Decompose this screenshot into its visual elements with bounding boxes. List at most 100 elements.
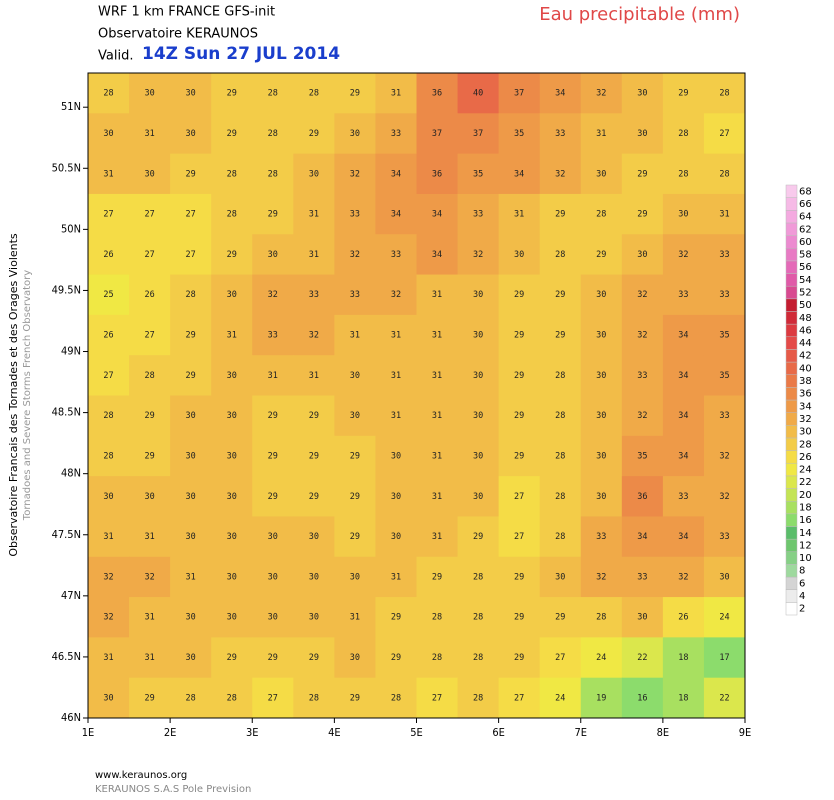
field-cell <box>211 476 253 517</box>
field-cell <box>88 113 130 155</box>
cell-value: 28 <box>473 693 483 703</box>
colorbar-swatch <box>785 260 798 274</box>
cell-value: 35 <box>637 451 647 461</box>
colorbar-swatch <box>785 222 798 236</box>
cell-value: 30 <box>186 451 196 461</box>
colorbar-swatch <box>785 323 798 338</box>
field-cell <box>88 274 130 316</box>
cell-value: 32 <box>103 613 113 623</box>
field-cell <box>539 73 582 114</box>
cell-value: 28 <box>186 693 196 703</box>
field-cell <box>539 153 582 195</box>
field-cell <box>170 73 212 114</box>
cell-value: 33 <box>350 290 360 300</box>
field-cell <box>375 193 417 235</box>
field-cell <box>539 113 582 155</box>
field-cell <box>334 395 376 437</box>
field-cell <box>170 516 212 558</box>
cell-value: 33 <box>555 129 565 139</box>
field-cell <box>457 274 500 316</box>
field-cell <box>539 556 582 598</box>
cell-value: 29 <box>268 411 278 421</box>
cell-value: 28 <box>596 613 606 623</box>
colorbar-swatch <box>785 576 798 590</box>
cell-value: 18 <box>678 653 688 663</box>
y-tick-label: 46N <box>61 711 81 724</box>
colorbar-label: 62 <box>799 224 812 235</box>
field-cell <box>293 597 335 638</box>
cell-value: 29 <box>268 653 278 663</box>
cell-value: 32 <box>719 492 729 502</box>
colorbar-label: 60 <box>799 237 812 248</box>
field-cell <box>293 355 335 396</box>
field-cell <box>703 516 746 558</box>
field-cell <box>334 435 376 477</box>
field-cell <box>621 113 664 155</box>
cell-value: 29 <box>637 210 647 220</box>
cell-value: 27 <box>144 331 154 341</box>
cell-value: 33 <box>391 129 401 139</box>
cell-value: 30 <box>144 492 154 502</box>
cell-value: 28 <box>227 210 237 220</box>
cell-value: 30 <box>227 492 237 502</box>
field-cell <box>252 435 294 477</box>
cell-value: 40 <box>473 89 483 99</box>
cell-value: 31 <box>432 451 442 461</box>
field-cell <box>334 234 376 276</box>
field-cell <box>539 234 582 276</box>
cell-value: 29 <box>309 411 319 421</box>
cell-value: 34 <box>678 411 688 421</box>
field-cell <box>580 395 623 437</box>
cell-value: 32 <box>350 169 360 179</box>
field-cell <box>457 113 500 155</box>
field-cell <box>580 153 623 195</box>
field-cell <box>293 314 335 356</box>
field-cell <box>375 597 417 638</box>
cell-value: 30 <box>596 371 606 381</box>
colorbar-label: 8 <box>799 566 805 577</box>
field-cell <box>621 516 664 558</box>
field-cell <box>621 476 664 517</box>
cell-value: 37 <box>514 89 524 99</box>
field-cell <box>457 435 500 477</box>
cell-value: 28 <box>103 411 113 421</box>
field-cell <box>88 637 130 679</box>
colorbar-label: 56 <box>799 262 812 273</box>
cell-value: 17 <box>719 653 729 663</box>
field-cell <box>580 113 623 155</box>
colorbar-label: 68 <box>799 186 812 197</box>
field-cell <box>457 597 500 638</box>
cell-value: 31 <box>432 411 442 421</box>
cell-value: 32 <box>678 250 688 260</box>
field-cell <box>539 395 582 437</box>
side-text: Observatoire Francais des Tornades et de… <box>7 233 20 557</box>
cell-value: 28 <box>678 169 688 179</box>
cell-value: 30 <box>350 572 360 582</box>
field-cell <box>703 556 746 598</box>
colorbar-swatch <box>785 526 798 540</box>
field-cell <box>252 677 294 719</box>
cell-value: 30 <box>227 572 237 582</box>
cell-value: 35 <box>514 129 524 139</box>
cell-value: 32 <box>473 250 483 260</box>
field-cell <box>498 516 541 558</box>
cell-value: 28 <box>268 89 278 99</box>
cell-value: 33 <box>678 290 688 300</box>
cell-value: 28 <box>227 693 237 703</box>
field-cell <box>498 274 541 316</box>
cell-value: 30 <box>309 572 319 582</box>
cell-value: 29 <box>144 693 154 703</box>
cell-value: 32 <box>596 89 606 99</box>
cell-value: 32 <box>719 451 729 461</box>
cell-value: 34 <box>678 331 688 341</box>
field-cell <box>170 234 212 276</box>
field-cell <box>621 73 664 114</box>
field-cell <box>293 153 335 195</box>
colorbar-swatch <box>785 285 798 300</box>
cell-value: 29 <box>555 331 565 341</box>
field-cell <box>293 476 335 517</box>
field-cell <box>580 476 623 517</box>
cell-value: 33 <box>350 210 360 220</box>
cell-value: 29 <box>350 492 360 502</box>
cell-value: 32 <box>144 572 154 582</box>
